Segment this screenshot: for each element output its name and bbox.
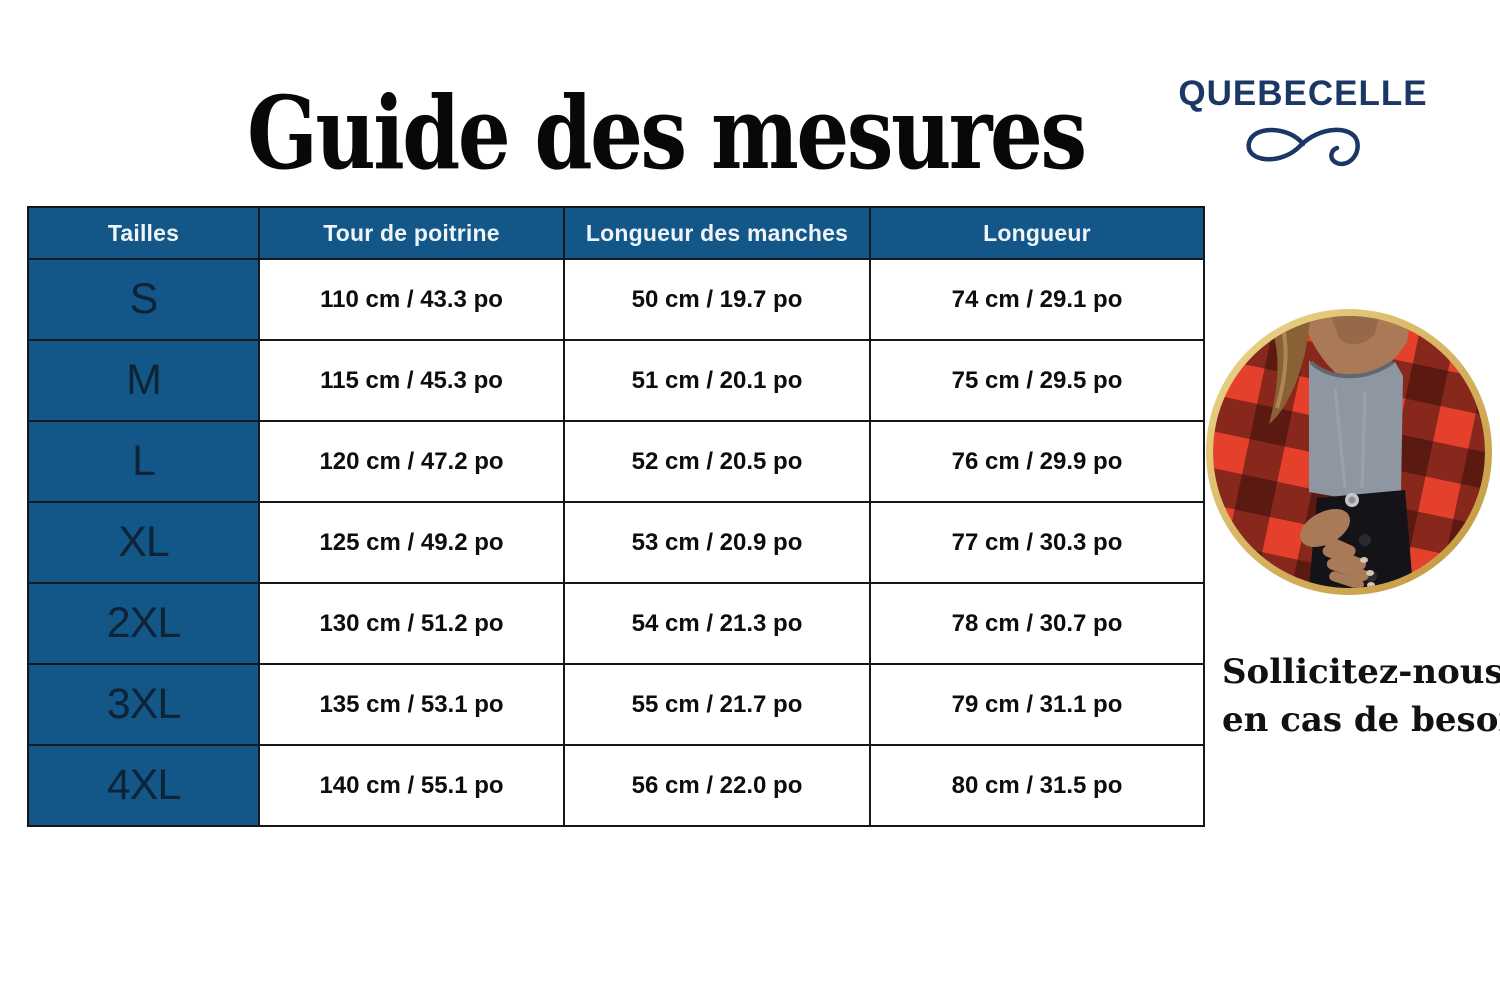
table-row: S 110 cm / 43.3 po 50 cm / 19.7 po 74 cm… [27, 258, 1205, 341]
chest-cell: 110 cm / 43.3 po [258, 258, 565, 341]
size-cell: L [27, 420, 260, 503]
size-cell: XL [27, 501, 260, 584]
infinity-icon [1158, 116, 1448, 177]
table-header-row: Tailles Tour de poitrine Longueur des ma… [27, 206, 1205, 260]
chest-cell: 135 cm / 53.1 po [258, 663, 565, 746]
chest-cell: 140 cm / 55.1 po [258, 744, 565, 827]
table-row: 3XL 135 cm / 53.1 po 55 cm / 21.7 po 79 … [27, 663, 1205, 746]
sleeves-cell: 52 cm / 20.5 po [563, 420, 871, 503]
measurements-table: Tailles Tour de poitrine Longueur des ma… [27, 206, 1205, 827]
column-header-tailles: Tailles [27, 206, 260, 260]
chest-cell: 130 cm / 51.2 po [258, 582, 565, 665]
column-header-manches: Longueur des manches [563, 206, 871, 260]
plaid-jacket-illustration [1213, 316, 1485, 588]
size-cell: S [27, 258, 260, 341]
table-row: XL 125 cm / 49.2 po 53 cm / 20.9 po 77 c… [27, 501, 1205, 584]
length-cell: 76 cm / 29.9 po [869, 420, 1205, 503]
length-cell: 74 cm / 29.1 po [869, 258, 1205, 341]
product-photo [1206, 309, 1492, 595]
length-cell: 77 cm / 30.3 po [869, 501, 1205, 584]
brand-name: QUEBECELLE [1178, 74, 1428, 113]
size-cell: 2XL [27, 582, 260, 665]
length-cell: 78 cm / 30.7 po [869, 582, 1205, 665]
size-cell: 4XL [27, 744, 260, 827]
sleeves-cell: 53 cm / 20.9 po [563, 501, 871, 584]
length-cell: 80 cm / 31.5 po [869, 744, 1205, 827]
page-title: Guide des mesures [247, 74, 1087, 192]
column-header-poitrine: Tour de poitrine [258, 206, 565, 260]
chest-cell: 115 cm / 45.3 po [258, 339, 565, 422]
size-cell: M [27, 339, 260, 422]
chest-cell: 120 cm / 47.2 po [258, 420, 565, 503]
contact-note: Sollicitez-nous en cas de besoin [1222, 648, 1500, 745]
brand-logo: QUEBECELLE [1158, 74, 1448, 177]
sleeves-cell: 51 cm / 20.1 po [563, 339, 871, 422]
column-header-longueur: Longueur [869, 206, 1205, 260]
contact-note-line1: Sollicitez-nous [1222, 652, 1500, 692]
length-cell: 79 cm / 31.1 po [869, 663, 1205, 746]
table-row: L 120 cm / 47.2 po 52 cm / 20.5 po 76 cm… [27, 420, 1205, 503]
contact-note-line2: en cas de besoin [1222, 700, 1500, 741]
sleeves-cell: 56 cm / 22.0 po [563, 744, 871, 827]
table-row: 2XL 130 cm / 51.2 po 54 cm / 21.3 po 78 … [27, 582, 1205, 665]
sleeves-cell: 50 cm / 19.7 po [563, 258, 871, 341]
sleeves-cell: 54 cm / 21.3 po [563, 582, 871, 665]
table-row: 4XL 140 cm / 55.1 po 56 cm / 22.0 po 80 … [27, 744, 1205, 827]
size-cell: 3XL [27, 663, 260, 746]
length-cell: 75 cm / 29.5 po [869, 339, 1205, 422]
table-row: M 115 cm / 45.3 po 51 cm / 20.1 po 75 cm… [27, 339, 1205, 422]
sleeves-cell: 55 cm / 21.7 po [563, 663, 871, 746]
chest-cell: 125 cm / 49.2 po [258, 501, 565, 584]
